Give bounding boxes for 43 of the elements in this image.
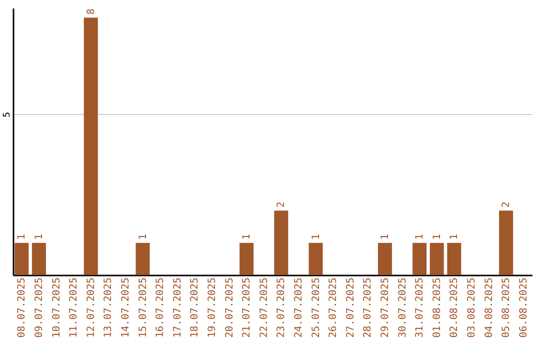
x-tick-label: 22.07.2025 — [258, 278, 270, 338]
x-tick-label: 26.07.2025 — [328, 278, 340, 338]
x-tick-label: 15.07.2025 — [138, 278, 149, 338]
x-tick-label: 23.07.2025 — [276, 278, 288, 338]
x-tick-label: 28.07.2025 — [362, 278, 374, 338]
x-tick-label: 14.07.2025 — [120, 278, 132, 338]
x-tick-label: 18.07.2025 — [190, 278, 201, 338]
x-tick-label: 12.07.2025 — [86, 278, 97, 338]
x-tick-label: 08.07.2025 — [16, 278, 28, 338]
x-tick-label: 20.07.2025 — [224, 278, 236, 338]
data-label: 1 — [16, 234, 28, 240]
data-label: 8 — [86, 8, 97, 15]
x-tick-label: 25.07.2025 — [310, 278, 322, 338]
data-label: 1 — [414, 234, 426, 240]
x-tick-label: 04.08.2025 — [484, 278, 495, 338]
data-label: 1 — [380, 234, 391, 240]
x-tick-label: 10.07.2025 — [51, 278, 62, 338]
data-label: 2 — [276, 202, 288, 208]
x-tick-label: 27.07.2025 — [345, 278, 356, 338]
x-tick-label: 02.08.2025 — [449, 278, 460, 338]
data-label: 1 — [432, 234, 443, 240]
x-tick-label: 19.07.2025 — [206, 278, 218, 338]
x-tick-label: 13.07.2025 — [103, 278, 114, 338]
x-tick-label: 30.07.2025 — [397, 278, 408, 338]
data-label: 2 — [501, 202, 512, 208]
data-label: 1 — [242, 234, 253, 240]
x-tick-label: 05.08.2025 — [501, 278, 512, 338]
x-tick-label: 29.07.2025 — [380, 278, 391, 338]
data-label: 1 — [449, 234, 460, 240]
data-label: 1 — [138, 234, 149, 240]
y-tick-label: 5 — [2, 112, 12, 118]
x-tick-label: 01.08.2025 — [432, 278, 443, 338]
x-tick-label: 03.08.2025 — [466, 278, 478, 338]
x-tick-label: 31.07.2025 — [414, 278, 426, 338]
x-tick-label: 11.07.2025 — [68, 278, 80, 338]
data-label: 1 — [310, 234, 322, 240]
x-tick-label: 16.07.2025 — [155, 278, 166, 338]
data-label: 1 — [34, 234, 45, 240]
x-tick-label: 21.07.2025 — [242, 278, 253, 338]
x-tick-label: 24.07.2025 — [293, 278, 304, 338]
x-tick-label: 17.07.2025 — [172, 278, 184, 338]
x-tick-label: 09.07.2025 — [34, 278, 45, 338]
x-tick-label: 06.08.2025 — [518, 278, 530, 338]
